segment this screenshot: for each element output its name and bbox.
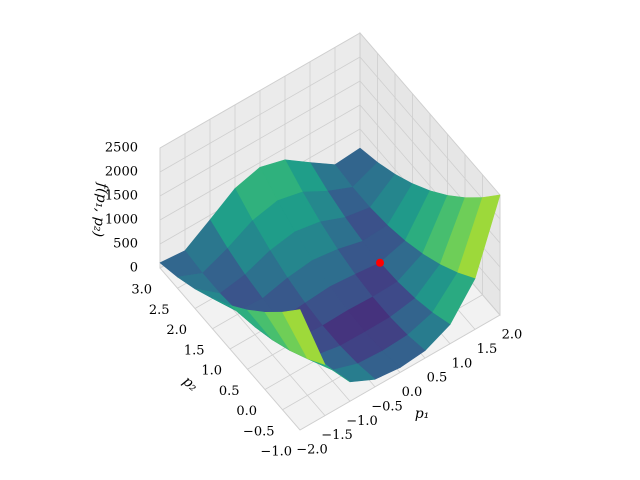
x-tick-label: 2.0	[502, 328, 523, 343]
z-tick-label: 2000	[105, 165, 138, 180]
surface-patch	[282, 309, 326, 365]
y-tick-label: 1.5	[184, 343, 205, 358]
surface	[159, 147, 501, 383]
y-tick-label: 1.0	[201, 364, 222, 379]
y-tick-label: −0.5	[243, 424, 275, 439]
y-tick-label: 0.0	[236, 404, 257, 419]
z-tick-label: 2500	[105, 141, 138, 156]
x-tick-label: 1.5	[477, 342, 498, 357]
grid-line	[159, 80, 361, 197]
grid-line	[159, 104, 361, 221]
x-tick-label: −1.0	[346, 414, 378, 429]
x-tick-label: 1.0	[452, 356, 473, 371]
y-tick-label: 3.0	[131, 283, 152, 298]
grid-line	[159, 32, 361, 149]
x-axis-label: p₁	[415, 406, 430, 422]
x-tick-label: 0.5	[427, 371, 448, 386]
z-tick-label: 1500	[105, 189, 138, 204]
grid-line	[359, 56, 501, 220]
x-tick-label: −0.5	[371, 399, 403, 414]
axis-labels: p₁ p₂ f(p₁, p₂) −2.0−1.5−1.0−0.50.00.51.…	[90, 141, 523, 460]
y-tick-label: −1.0	[260, 445, 292, 460]
grid-line	[159, 56, 361, 173]
x-tick-label: −2.0	[296, 443, 328, 458]
y-tick-label: 2.0	[166, 323, 187, 338]
z-tick-label: 1000	[105, 213, 138, 228]
y-tick-label: 0.5	[219, 384, 240, 399]
z-tick-label: 500	[113, 237, 138, 252]
x-tick-label: 0.0	[402, 385, 423, 400]
y-tick-label: 2.5	[149, 303, 170, 318]
grid-line	[359, 32, 501, 196]
marker	[376, 258, 384, 267]
y-axis-label: p₂	[179, 373, 201, 395]
grid-line	[299, 314, 501, 431]
z-tick-label: 0	[130, 261, 138, 276]
x-tick-label: −1.5	[321, 428, 353, 443]
z-axis-label: f(p₁, p₂)	[90, 181, 111, 237]
